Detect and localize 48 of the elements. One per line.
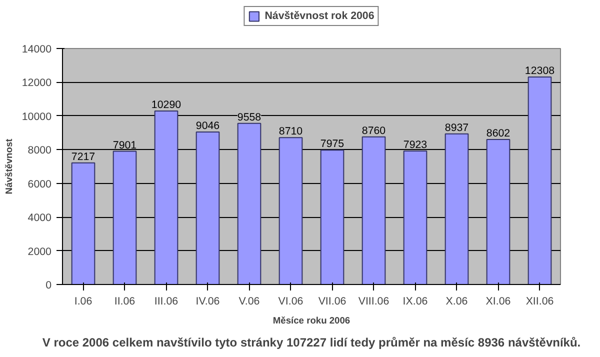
- bar: [444, 133, 469, 284]
- data-label: 7975: [320, 138, 344, 150]
- x-tick-label: I.06: [74, 296, 92, 308]
- data-label: 8710: [278, 126, 303, 138]
- x-tick-label: VIII.06: [358, 296, 390, 308]
- bar: [237, 122, 262, 284]
- bar: [278, 137, 303, 284]
- bar: [403, 150, 428, 284]
- y-tick-label: 4000: [28, 212, 52, 224]
- bar: [112, 150, 137, 284]
- y-tick-label: 0: [46, 280, 52, 292]
- x-tick-label: IX.06: [402, 296, 428, 308]
- bar: [486, 138, 510, 284]
- x-tick-label: XII.06: [526, 296, 554, 308]
- text: V roce 2006 celkem navštívilo tyto stránky 107227 lidí tedy průměr na měsíc 8936 návštěvníků.: [42, 336, 581, 350]
- x-axis-title: Měsíce roku 2006: [272, 316, 350, 326]
- y-axis-title: Návštěvnost: [4, 138, 14, 194]
- x-tick-label: XI.06: [486, 296, 511, 308]
- data-label: 7217: [71, 150, 96, 163]
- x-tick-label: X.06: [446, 296, 468, 308]
- bar: [320, 150, 344, 284]
- x-tick-label: VII.06: [318, 296, 346, 308]
- data-label: 8602: [486, 127, 510, 140]
- data-label: 7901: [112, 139, 137, 152]
- bar: [154, 110, 178, 284]
- x-tick-label: IV.06: [196, 296, 220, 308]
- y-tick-label: 6000: [28, 178, 52, 190]
- x-tick-label: II.06: [114, 296, 136, 308]
- data-label: 9046: [196, 120, 220, 132]
- legend-label: Návštěvnost rok 2006: [264, 10, 374, 22]
- bar: [196, 132, 220, 284]
- data-label: 12308: [524, 65, 555, 78]
- y-tick-label: 10000: [22, 110, 52, 123]
- y-tick-label: 14000: [22, 44, 52, 56]
- data-label: 8937: [444, 122, 469, 134]
- data-label: 8760: [362, 124, 386, 137]
- y-tick-label: 12000: [22, 77, 52, 90]
- bar: [71, 162, 96, 284]
- data-label: 10290: [151, 99, 182, 112]
- y-tick-label: 2000: [28, 246, 52, 258]
- x-tick-label: VI.06: [278, 296, 304, 308]
- data-label: 7923: [403, 138, 428, 151]
- y-tick-label: 8000: [28, 144, 52, 157]
- bar: [362, 136, 386, 284]
- bar: [528, 76, 552, 284]
- data-label: 9558: [237, 111, 262, 124]
- x-tick-label: III.06: [154, 296, 178, 308]
- x-tick-label: V.06: [238, 296, 260, 308]
